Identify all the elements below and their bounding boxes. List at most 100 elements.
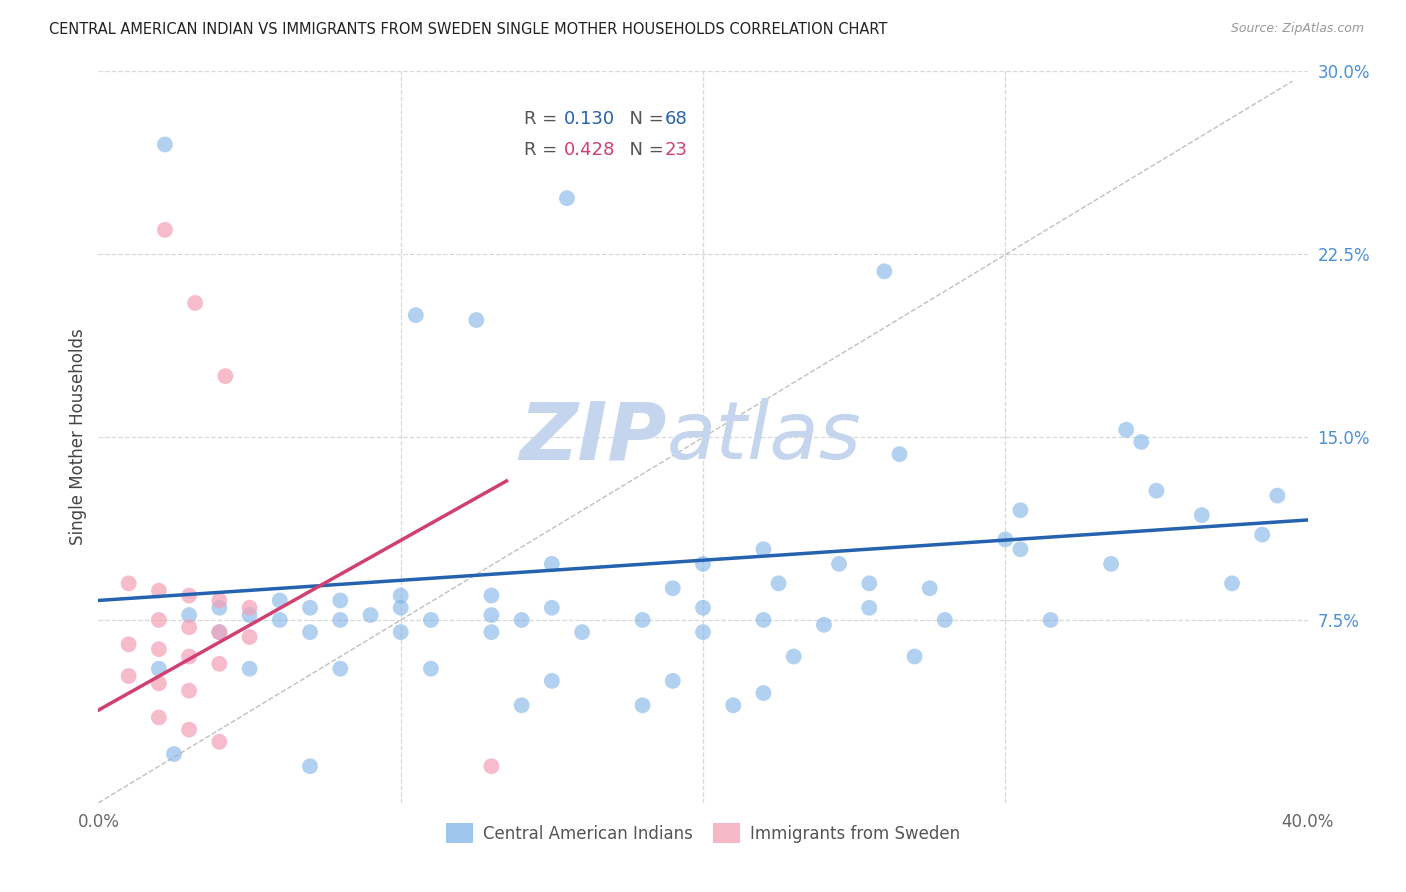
Point <box>184 296 207 310</box>
Point <box>555 191 578 205</box>
Point <box>813 617 835 632</box>
Point <box>269 593 291 607</box>
Point <box>208 657 231 671</box>
Point <box>768 576 790 591</box>
Point <box>1267 489 1289 503</box>
Point <box>540 600 562 615</box>
Point <box>631 613 654 627</box>
Point <box>752 686 775 700</box>
Point <box>420 613 443 627</box>
Point <box>179 620 201 634</box>
Point <box>118 669 141 683</box>
Point <box>214 369 236 384</box>
Point <box>692 600 714 615</box>
Point <box>481 608 503 623</box>
Point <box>1010 542 1032 557</box>
Point <box>1191 508 1213 522</box>
Point <box>405 308 427 322</box>
Point <box>510 613 533 627</box>
Point <box>540 673 562 688</box>
Point <box>858 600 880 615</box>
Point <box>1251 527 1274 541</box>
Point <box>1099 557 1122 571</box>
Point <box>828 557 851 571</box>
Point <box>389 600 412 615</box>
Point <box>1130 434 1153 449</box>
Text: atlas: atlas <box>666 398 862 476</box>
Point <box>661 581 683 595</box>
Point <box>208 735 231 749</box>
Text: N =: N = <box>619 110 669 128</box>
Point <box>239 662 262 676</box>
Point <box>208 625 231 640</box>
Point <box>299 600 322 615</box>
Point <box>299 759 322 773</box>
Point <box>692 557 714 571</box>
Point <box>481 759 503 773</box>
Point <box>179 589 201 603</box>
Point <box>631 698 654 713</box>
Point <box>723 698 745 713</box>
Text: R =: R = <box>524 110 562 128</box>
Point <box>299 625 322 640</box>
Point <box>148 613 170 627</box>
Point <box>118 637 141 651</box>
Point <box>1039 613 1062 627</box>
Point <box>420 662 443 676</box>
Point <box>661 673 683 688</box>
Text: 23: 23 <box>664 141 688 159</box>
Point <box>208 593 231 607</box>
Point <box>481 589 503 603</box>
Point <box>692 625 714 640</box>
Point <box>329 593 352 607</box>
Point <box>1010 503 1032 517</box>
Point <box>889 447 911 461</box>
Point <box>239 600 262 615</box>
Point <box>994 533 1017 547</box>
Point <box>239 608 262 623</box>
Text: 68: 68 <box>664 110 688 128</box>
Point <box>179 683 201 698</box>
Point <box>510 698 533 713</box>
Point <box>153 137 176 152</box>
Legend: Central American Indians, Immigrants from Sweden: Central American Indians, Immigrants fro… <box>440 817 966 849</box>
Point <box>918 581 941 595</box>
Point <box>752 613 775 627</box>
Point <box>208 625 231 640</box>
Point <box>858 576 880 591</box>
Point <box>329 613 352 627</box>
Point <box>163 747 186 761</box>
Point <box>389 625 412 640</box>
Point <box>1144 483 1167 498</box>
Point <box>179 649 201 664</box>
Point <box>148 662 170 676</box>
Point <box>465 313 488 327</box>
Point <box>179 723 201 737</box>
Point <box>239 630 262 644</box>
Point <box>934 613 956 627</box>
Point <box>360 608 382 623</box>
Point <box>873 264 896 278</box>
Point <box>269 613 291 627</box>
Point <box>329 662 352 676</box>
Point <box>1220 576 1243 591</box>
Point <box>208 600 231 615</box>
Text: CENTRAL AMERICAN INDIAN VS IMMIGRANTS FROM SWEDEN SINGLE MOTHER HOUSEHOLDS CORRE: CENTRAL AMERICAN INDIAN VS IMMIGRANTS FR… <box>49 22 887 37</box>
Text: N =: N = <box>619 141 669 159</box>
Text: R =: R = <box>524 141 562 159</box>
Text: Source: ZipAtlas.com: Source: ZipAtlas.com <box>1230 22 1364 36</box>
Point <box>752 542 775 557</box>
Text: ZIP: ZIP <box>519 398 666 476</box>
Point <box>481 625 503 640</box>
Point <box>1115 423 1137 437</box>
Point <box>153 223 176 237</box>
Text: 0.428: 0.428 <box>564 141 616 159</box>
Point <box>904 649 927 664</box>
Point <box>148 583 170 598</box>
Point <box>118 576 141 591</box>
Point <box>571 625 593 640</box>
Point <box>179 608 201 623</box>
Y-axis label: Single Mother Households: Single Mother Households <box>69 329 87 545</box>
Point <box>148 642 170 657</box>
Point <box>540 557 562 571</box>
